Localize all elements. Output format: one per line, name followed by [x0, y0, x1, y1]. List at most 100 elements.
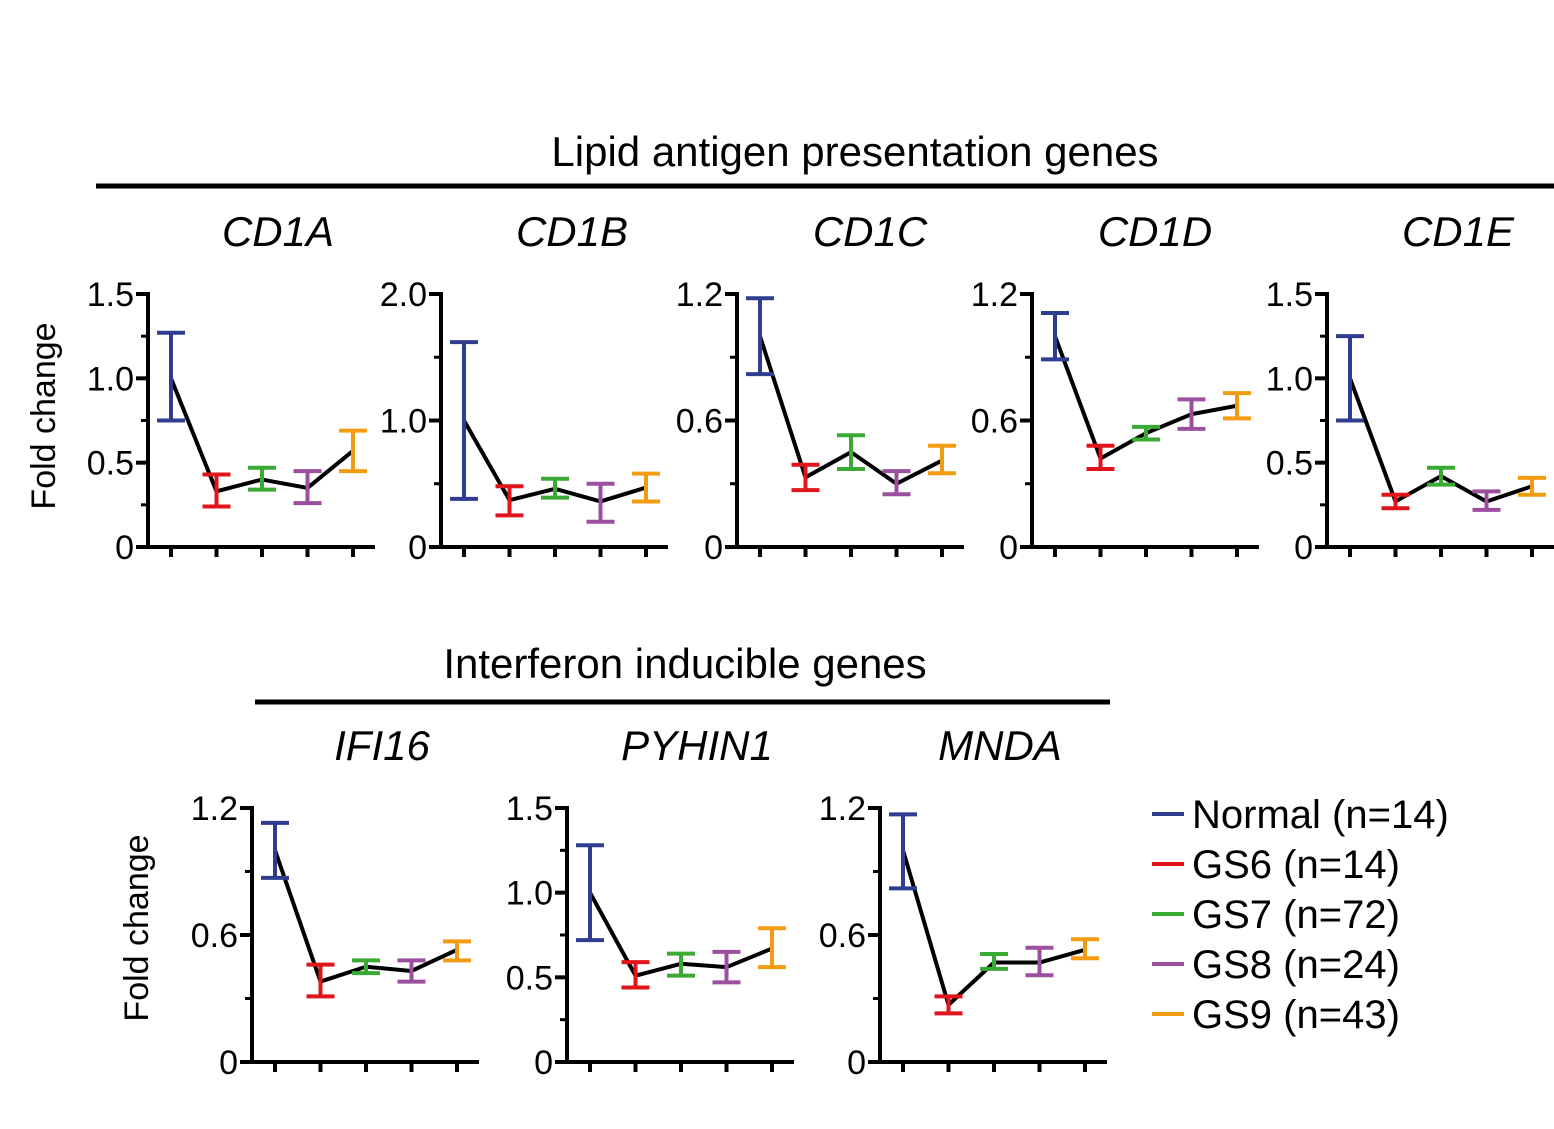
y-tick-label: 1.2 [676, 276, 723, 314]
legend-item: GS6 (n=14) [1152, 843, 1400, 887]
error-bar-5 [443, 939, 471, 963]
error-bar-2 [495, 484, 524, 518]
bottom-section-title: Interferon inducible genes [443, 640, 926, 687]
error-bar-4 [293, 469, 322, 506]
y-axis-label-top: Fold change [25, 322, 63, 509]
y-tick-label: 0.5 [506, 959, 553, 997]
error-bar-2 [306, 962, 335, 999]
error-bar-3 [1427, 465, 1455, 487]
y-tick-label: 0.5 [1266, 445, 1313, 483]
y-tick-label: 1.2 [971, 276, 1018, 314]
y-tick-label: 1.0 [506, 875, 553, 913]
chart-mnda: MNDA 0 0.6 1.2 [819, 722, 1107, 1082]
y-tick-label: 1.2 [191, 790, 238, 828]
top-section-title: Lipid antigen presentation genes [551, 128, 1158, 175]
y-tick-label: 0 [408, 529, 427, 567]
legend-item: GS9 (n=43) [1152, 993, 1400, 1037]
error-bar-2 [1381, 492, 1410, 511]
chart-title: PYHIN1 [621, 722, 773, 769]
chart-cd1c: CD1C 0 0.6 1.2 [676, 208, 964, 567]
error-bar-5 [1223, 391, 1251, 421]
error-bar-4 [1472, 489, 1501, 512]
error-bar-2 [621, 960, 650, 990]
chart-panels: CD1A00.51.01.5CD1B01.02.0CD1C00.61.2CD1D… [87, 208, 1554, 1082]
error-bar-5 [339, 428, 367, 474]
chart-title: CD1B [516, 208, 628, 255]
chart-title: IFI16 [334, 722, 430, 769]
legend-item: Normal (n=14) [1152, 793, 1449, 837]
legend-label: GS8 (n=24) [1192, 943, 1400, 987]
error-bar-4 [882, 469, 911, 497]
y-tick-label: 0.5 [87, 445, 134, 483]
chart-cd1d: CD1D 0 0.6 1.2 [971, 208, 1259, 567]
error-bar-5 [758, 926, 786, 970]
error-bar-3 [980, 952, 1008, 971]
y-tick-label: 1.5 [1266, 276, 1313, 314]
chart-cd1a: CD1A 0 0.5 1.0 1.5 [87, 208, 375, 567]
error-bar-2 [202, 472, 231, 509]
chart-ifi16: IFI16 0 0.6 1.2 [191, 722, 479, 1082]
error-bar-2 [791, 462, 820, 493]
legend-label: GS7 (n=72) [1192, 893, 1400, 937]
legend-label: GS6 (n=14) [1192, 843, 1400, 887]
error-bar-5 [1518, 475, 1546, 497]
error-bar-1 [450, 340, 478, 501]
legend-item: GS8 (n=24) [1152, 943, 1400, 987]
error-bar-2 [1086, 443, 1115, 471]
error-bar-4 [586, 481, 615, 524]
legend: Normal (n=14) GS6 (n=14) GS7 (n=72) GS8 (n=… [1152, 793, 1449, 1037]
chart-title: CD1D [1098, 208, 1212, 255]
error-bar-1 [576, 843, 604, 943]
error-bar-3 [541, 476, 569, 500]
y-tick-label: 0 [1294, 529, 1313, 567]
error-bar-1 [1041, 310, 1069, 362]
y-tick-label: 0 [847, 1044, 866, 1082]
chart-cd1b: CD1B 0 1.0 2.0 [380, 208, 668, 567]
y-tick-label: 0.6 [971, 403, 1018, 441]
error-bar-5 [1071, 937, 1099, 961]
error-bar-1 [157, 330, 185, 423]
y-tick-label: 0 [219, 1044, 238, 1082]
error-bar-1 [261, 820, 289, 880]
chart-title: CD1A [222, 208, 334, 255]
chart-title: MNDA [938, 722, 1062, 769]
y-tick-label: 1.5 [87, 276, 134, 314]
y-tick-label: 0.6 [676, 403, 723, 441]
error-bar-3 [837, 433, 865, 471]
legend-label: Normal (n=14) [1192, 793, 1449, 837]
error-bar-1 [1336, 334, 1364, 423]
error-bar-2 [934, 994, 963, 1016]
y-tick-label: 1.2 [819, 790, 866, 828]
error-bar-5 [632, 471, 660, 504]
y-tick-label: 0 [999, 529, 1018, 567]
error-bar-3 [248, 465, 276, 492]
y-tick-label: 0 [115, 529, 134, 567]
y-tick-label: 1.0 [380, 403, 427, 441]
error-bar-4 [1025, 945, 1054, 978]
y-tick-label: 0.6 [819, 917, 866, 955]
y-tick-label: 0.6 [191, 917, 238, 955]
error-bar-4 [397, 958, 426, 984]
y-tick-label: 1.5 [506, 790, 553, 828]
legend-label: GS9 (n=43) [1192, 993, 1400, 1037]
y-tick-label: 1.0 [1266, 360, 1313, 398]
chart-title: CD1E [1402, 208, 1515, 255]
error-bar-4 [712, 949, 741, 985]
series-line [901, 849, 1086, 1007]
y-tick-label: 0 [704, 529, 723, 567]
error-bar-4 [1177, 397, 1206, 431]
chart-cd1e: CD1E 0 0.5 1.0 1.5 [1266, 208, 1554, 567]
y-tick-label: 1.0 [87, 360, 134, 398]
y-axis-label-bottom: Fold change [118, 834, 156, 1021]
error-bar-3 [1132, 424, 1160, 442]
error-bar-3 [352, 958, 380, 976]
legend-item: GS7 (n=72) [1152, 893, 1400, 937]
chart-pyhin1: PYHIN1 0 0.5 1.0 1.5 [506, 722, 794, 1082]
error-bar-5 [928, 443, 956, 476]
y-tick-label: 0 [534, 1044, 553, 1082]
error-bar-1 [889, 812, 917, 891]
y-tick-label: 2.0 [380, 276, 427, 314]
chart-title: CD1C [813, 208, 928, 255]
error-bar-3 [667, 951, 695, 978]
